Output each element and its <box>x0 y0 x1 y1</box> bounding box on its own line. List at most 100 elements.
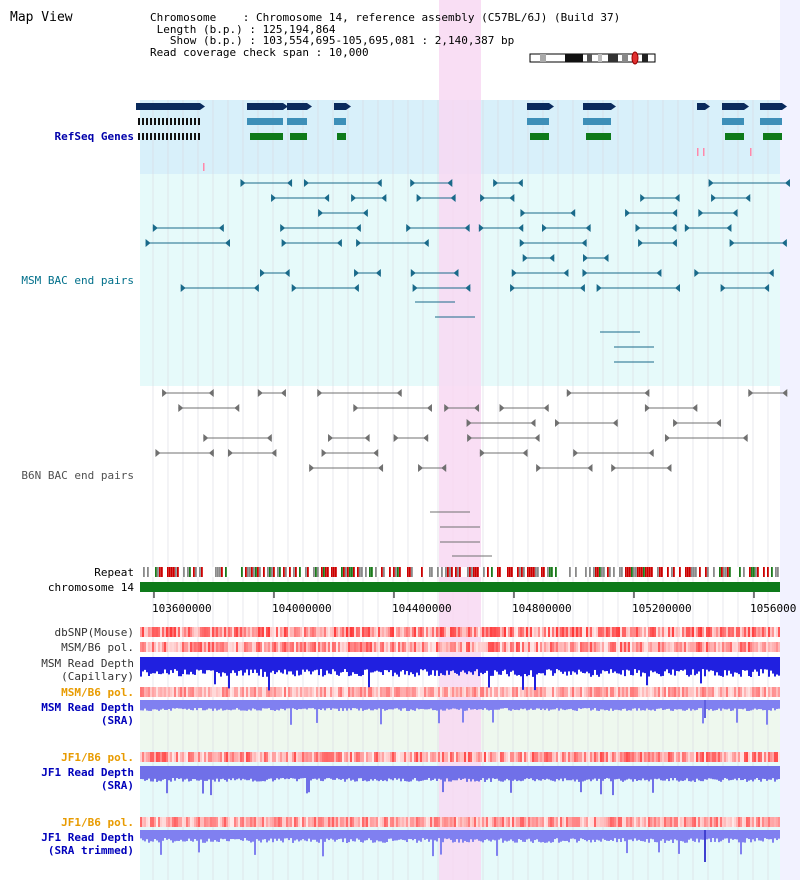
jf1-depth-trim-bar <box>186 830 188 842</box>
msm-pol-2-heat <box>450 687 452 697</box>
msm-depth-cap-bar <box>684 657 686 670</box>
dbsnp-heat <box>332 627 334 637</box>
jf1-pol-2-heat <box>190 817 192 827</box>
msm-pol-heat <box>624 642 626 652</box>
pair-end <box>225 239 231 247</box>
repeat-block <box>733 567 735 577</box>
refseq-exon <box>166 118 168 125</box>
repeat-block <box>511 567 513 577</box>
msm-depth-sra-bar <box>586 700 588 709</box>
jf1-depth-trim-bar <box>644 830 646 842</box>
msm-pol-2-heat <box>420 687 422 697</box>
msm-pol-heat <box>612 642 614 652</box>
dbsnp-heat <box>484 627 486 637</box>
msm-depth-sra-bar <box>348 700 350 709</box>
jf1-depth-sra-bar <box>760 766 762 782</box>
msm-pol-heat <box>208 642 210 652</box>
msm-pol-heat <box>732 642 734 652</box>
msm-pol-2-heat <box>280 687 282 697</box>
jf1-depth-sra-bar <box>432 766 434 780</box>
msm-pol-heat <box>352 642 354 652</box>
msm-depth-sra-bar <box>256 700 258 711</box>
jf1-pol-heat <box>330 752 332 762</box>
msm-pol-heat <box>556 642 558 652</box>
dbsnp-heat <box>660 627 662 637</box>
msm-depth-cap-bar <box>562 657 564 674</box>
msm-pol-2-heat <box>260 687 262 697</box>
jf1-depth-sra-bar <box>404 766 406 782</box>
jf1-pol-heat <box>354 752 356 762</box>
repeat-block <box>253 567 255 577</box>
jf1-depth-trim-bar <box>208 830 210 839</box>
msm-depth-cap-bar <box>464 657 466 673</box>
jf1-pol-heat <box>536 752 538 762</box>
jf1-pol-2-heat <box>778 817 780 827</box>
jf1-pol-heat <box>680 752 682 762</box>
dbsnp-heat <box>282 627 284 637</box>
dbsnp-heat <box>222 627 224 637</box>
jf1-depth-trim-bar <box>748 830 750 840</box>
msm-pol-heat <box>414 642 416 652</box>
jf1-depth-trim-bar <box>646 830 648 840</box>
msm-depth-sra-bar <box>170 700 172 711</box>
dbsnp-heat <box>358 627 360 637</box>
track-label-jf1-depth-sra: JF1 Read Depth (SRA) <box>41 766 134 792</box>
jf1-pol-heat <box>390 752 392 762</box>
msm-depth-sra-bar <box>606 700 608 710</box>
msm-pol-2-heat <box>242 687 244 697</box>
track-label-msm-bac[interactable]: MSM BAC end pairs <box>21 274 134 287</box>
msm-depth-sra-bar <box>516 700 518 710</box>
jf1-depth-sra-bar <box>268 766 270 779</box>
jf1-depth-trim-bar <box>212 830 214 842</box>
msm-depth-sra-bar <box>312 700 314 709</box>
msm-pol-2-heat <box>404 687 406 697</box>
jf1-pol-2-heat <box>736 817 738 827</box>
dbsnp-heat <box>184 627 186 637</box>
msm-pol-heat <box>552 642 554 652</box>
msm-depth-sra-bar <box>372 700 374 711</box>
jf1-depth-trim-bar <box>768 830 770 840</box>
repeat-block <box>385 567 387 577</box>
msm-depth-sra-bar <box>522 700 524 710</box>
jf1-pol-2-heat <box>334 817 336 827</box>
msm-depth-cap-bar <box>194 657 196 675</box>
dbsnp-heat <box>466 627 468 637</box>
jf1-pol-2-heat <box>420 817 422 827</box>
repeat-block <box>247 567 249 577</box>
msm-pol-heat <box>294 642 296 652</box>
dbsnp-heat <box>234 627 236 637</box>
track-label-b6n-bac[interactable]: B6N BAC end pairs <box>21 469 134 482</box>
dbsnp-heat <box>224 627 226 637</box>
track-label-refseq[interactable]: RefSeq Genes <box>54 130 134 143</box>
jf1-depth-sra-bar <box>746 766 748 782</box>
msm-depth-sra-bar <box>506 700 508 709</box>
jf1-depth-trim-bar <box>414 830 416 839</box>
track-label-jf1-pol-1: JF1/B6 pol. <box>61 751 134 764</box>
jf1-depth-trim-bar <box>702 830 704 840</box>
jf1-depth-sra-bar <box>698 766 700 781</box>
msm-pol-2-heat <box>360 687 362 697</box>
pair-end <box>356 239 362 247</box>
jf1-pol-2-heat <box>690 817 692 827</box>
dbsnp-heat <box>210 627 212 637</box>
jf1-pol-heat <box>200 752 202 762</box>
jf1-depth-trim-bar <box>408 830 410 839</box>
jf1-pol-heat <box>580 752 582 762</box>
msm-pol-heat <box>536 642 538 652</box>
jf1-pol-heat <box>288 752 290 762</box>
jf1-depth-trim-bar <box>440 830 442 855</box>
msm-depth-cap-bar <box>218 657 220 674</box>
repeat-block <box>295 567 297 577</box>
repeat-block <box>727 567 729 577</box>
msm-depth-cap-bar <box>746 657 748 671</box>
jf1-depth-sra-bar <box>520 766 522 782</box>
msm-depth-cap-bar <box>444 657 446 676</box>
jf1-pol-heat <box>252 752 254 762</box>
msm-depth-sra-bar <box>658 700 660 709</box>
repeat-block <box>255 567 257 577</box>
msm-depth-cap-bar <box>390 657 392 671</box>
jf1-depth-trim-bar <box>310 830 312 842</box>
dbsnp-heat <box>766 627 768 637</box>
msm-depth-sra-bar <box>196 700 198 711</box>
jf1-depth-sra-bar <box>378 766 380 782</box>
